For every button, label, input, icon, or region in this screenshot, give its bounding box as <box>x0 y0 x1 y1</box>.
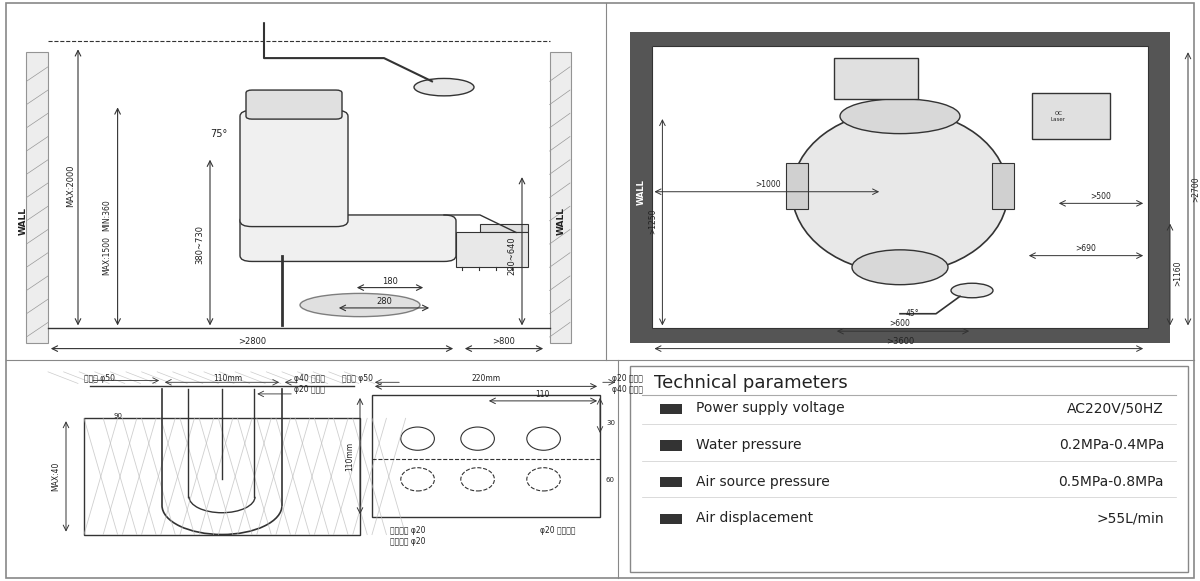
Text: >600: >600 <box>889 320 911 328</box>
Ellipse shape <box>840 99 960 134</box>
Ellipse shape <box>952 284 994 298</box>
Text: 电源输入 φ20: 电源输入 φ20 <box>390 526 426 535</box>
Text: WALL: WALL <box>557 207 566 235</box>
Text: 75°: 75° <box>210 128 227 139</box>
Bar <box>26 52 48 343</box>
Text: WALL: WALL <box>636 179 646 205</box>
Text: 110mm: 110mm <box>346 442 354 471</box>
Text: MIN:360: MIN:360 <box>103 199 112 231</box>
Text: 45°: 45° <box>906 309 919 318</box>
Text: >1160: >1160 <box>1174 260 1183 286</box>
Text: >2800: >2800 <box>238 337 266 346</box>
Bar <box>652 46 1148 328</box>
Bar <box>630 366 1188 572</box>
Bar <box>1032 93 1110 139</box>
Text: 110: 110 <box>535 390 550 399</box>
Bar <box>456 232 528 267</box>
Bar <box>550 52 571 343</box>
Text: 110mm: 110mm <box>214 374 242 382</box>
Text: 290~640: 290~640 <box>508 236 516 275</box>
Text: >800: >800 <box>492 337 516 346</box>
Text: φ20 气源输入: φ20 气源输入 <box>540 526 576 535</box>
Text: φ40 吸引管: φ40 吸引管 <box>294 374 325 382</box>
Text: φ20 供水管: φ20 供水管 <box>612 374 643 382</box>
Text: 380~730: 380~730 <box>196 224 204 264</box>
Text: >2700: >2700 <box>1192 176 1200 202</box>
Bar <box>480 224 528 232</box>
Text: OC
Laser: OC Laser <box>1051 111 1066 121</box>
Text: 0.2MPa-0.4MPa: 0.2MPa-0.4MPa <box>1058 438 1164 452</box>
Bar <box>630 32 652 343</box>
Bar <box>786 163 808 209</box>
Bar <box>84 418 360 535</box>
Text: Air source pressure: Air source pressure <box>696 475 829 489</box>
Text: 220mm: 220mm <box>472 375 500 383</box>
Text: Technical parameters: Technical parameters <box>654 375 847 392</box>
Text: Air displacement: Air displacement <box>696 511 814 525</box>
Bar <box>630 328 1170 343</box>
Bar <box>660 477 682 487</box>
Text: φ20 供水管: φ20 供水管 <box>294 385 325 394</box>
Bar <box>630 32 1170 46</box>
Text: 180: 180 <box>382 277 398 286</box>
Bar <box>992 163 1014 209</box>
Text: >55L/min: >55L/min <box>1097 511 1164 525</box>
Text: MAX:40: MAX:40 <box>50 462 60 491</box>
Ellipse shape <box>852 250 948 285</box>
Text: 废水管 φ50: 废水管 φ50 <box>84 374 115 382</box>
Text: >3600: >3600 <box>886 338 914 346</box>
FancyBboxPatch shape <box>240 110 348 227</box>
Text: 60: 60 <box>606 477 616 483</box>
Text: WALL: WALL <box>18 207 28 235</box>
Text: >1250: >1250 <box>649 208 658 234</box>
Bar <box>372 395 600 517</box>
Text: Water pressure: Water pressure <box>696 438 802 452</box>
FancyBboxPatch shape <box>246 90 342 119</box>
Text: MAX:1500: MAX:1500 <box>103 236 112 275</box>
Text: 废水管 φ50: 废水管 φ50 <box>342 374 373 382</box>
Text: 90: 90 <box>113 413 122 419</box>
Text: >500: >500 <box>1090 192 1111 201</box>
Text: φ40 吸引管: φ40 吸引管 <box>612 385 643 394</box>
Bar <box>1148 32 1170 343</box>
Bar <box>660 440 682 451</box>
Text: >690: >690 <box>1075 245 1097 253</box>
Bar <box>660 404 682 414</box>
Bar <box>660 514 682 524</box>
Text: 通讯电路 φ20: 通讯电路 φ20 <box>390 537 426 546</box>
Text: 30: 30 <box>606 420 616 426</box>
Text: AC220V/50HZ: AC220V/50HZ <box>1067 401 1164 415</box>
Ellipse shape <box>792 110 1008 273</box>
Bar <box>834 58 918 99</box>
Text: Power supply voltage: Power supply voltage <box>696 401 845 415</box>
Text: 0.5MPa-0.8MPa: 0.5MPa-0.8MPa <box>1058 475 1164 489</box>
FancyBboxPatch shape <box>240 215 456 261</box>
Ellipse shape <box>300 293 420 317</box>
Text: 280: 280 <box>376 297 392 306</box>
Ellipse shape <box>414 78 474 96</box>
Text: >1000: >1000 <box>755 181 781 189</box>
Text: MAX:2000: MAX:2000 <box>67 164 76 207</box>
